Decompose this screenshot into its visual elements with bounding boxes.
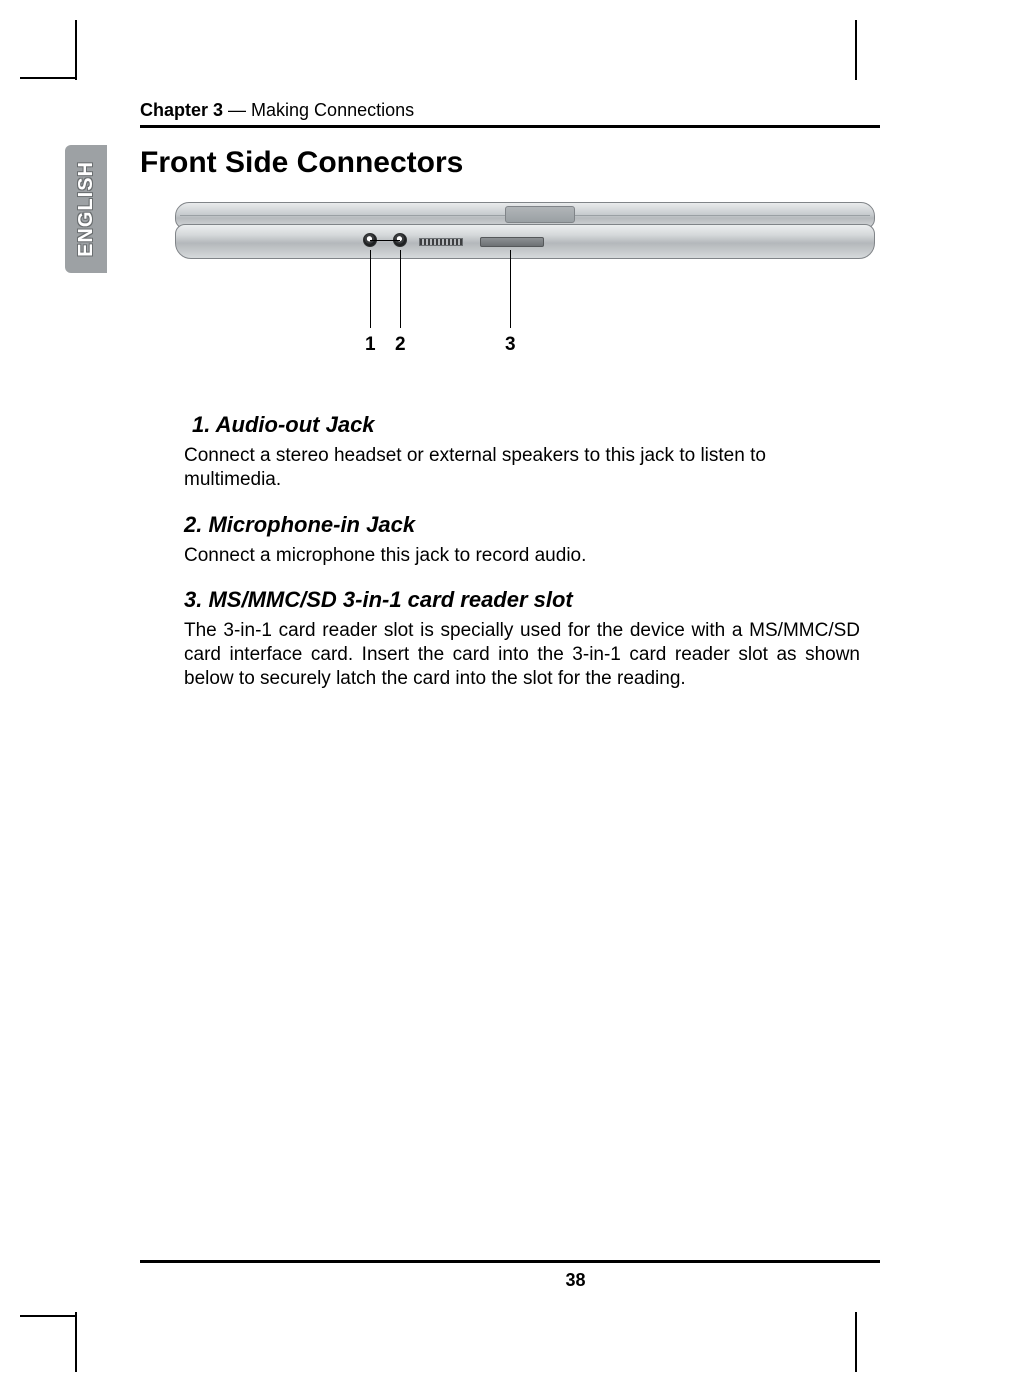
crop-mark [855,20,857,80]
callout-line-3 [510,250,511,328]
callout-line-1 [370,250,371,328]
section-list: 1. Audio-out Jack Connect a stereo heads… [184,412,860,691]
front-connectors-diagram: 1 2 3 [175,202,875,362]
page-content: Chapter 3 — Making Connections Front Sid… [140,100,880,705]
callout-connector [370,240,400,241]
chapter-title: — Making Connections [223,100,414,120]
laptop-front-illustration [175,202,875,260]
callout-num-2: 2 [395,334,406,356]
crop-mark [20,77,75,79]
callout-numbers: 1 2 3 [175,334,875,362]
chapter-header: Chapter 3 — Making Connections [140,100,880,128]
page-number-wrap: 38 [0,1270,1011,1291]
section-heading-3: 3. MS/MMC/SD 3-in-1 card reader slot [184,587,860,613]
chapter-number: Chapter 3 [140,100,223,120]
callout-num-1: 1 [365,334,376,356]
card-reader-slot-icon [480,237,544,247]
section-heading-2: 2. Microphone-in Jack [184,512,860,538]
section-body-2: Connect a microphone this jack to record… [184,544,860,568]
laptop-latch [505,206,575,223]
language-tab: ENGLISH [65,145,107,273]
footer-rule [140,1260,880,1263]
crop-mark [20,1315,75,1317]
page-number: 38 [206,1270,946,1291]
crop-mark [75,1312,77,1372]
callout-num-3: 3 [505,334,516,356]
section-heading-1: 1. Audio-out Jack [192,412,860,438]
section-body-3: The 3-in-1 card reader slot is specially… [184,619,860,690]
callout-line-2 [400,250,401,328]
section-body-1: Connect a stereo headset or external spe… [184,444,860,492]
crop-mark [855,1312,857,1372]
page-title: Front Side Connectors [140,146,880,180]
indicator-leds-icon [419,238,463,246]
crop-mark [75,20,77,80]
language-tab-label: ENGLISH [75,161,98,257]
